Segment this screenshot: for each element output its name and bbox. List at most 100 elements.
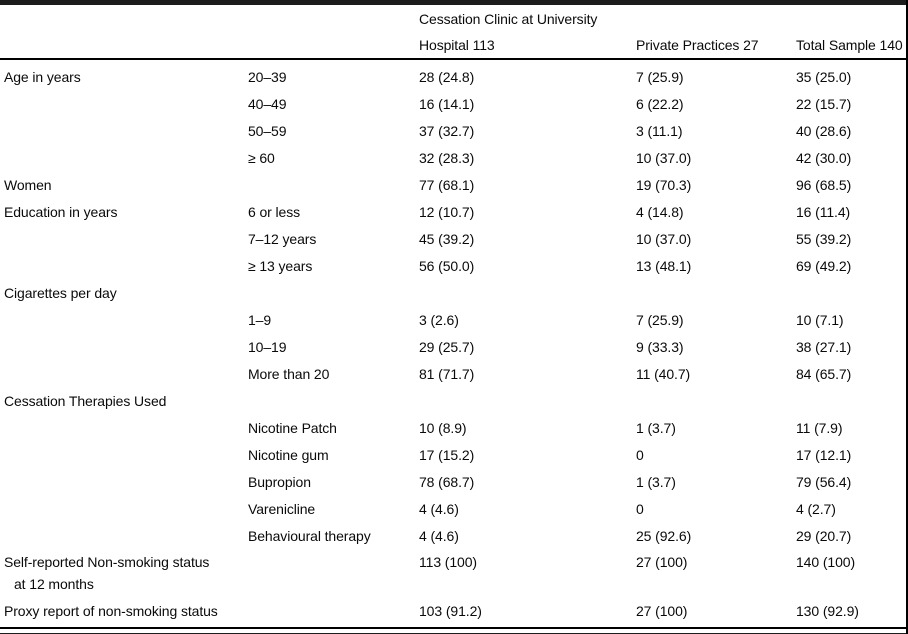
column-header-hospital-line1: Cessation Clinic at University bbox=[419, 11, 598, 27]
column-header-hospital-line2: Hospital 113 bbox=[419, 37, 495, 53]
cell-total-sample: 35 (25.0) bbox=[796, 68, 852, 85]
row-label-line2: at 12 months bbox=[14, 576, 94, 592]
cell-private-practices: 25 (92.6) bbox=[636, 527, 692, 544]
table-bottom-thin-rule bbox=[0, 627, 906, 629]
table-top-rule bbox=[0, 0, 906, 5]
row-category: ≥ 60 bbox=[248, 149, 275, 166]
cell-total-sample: 55 (39.2) bbox=[796, 230, 852, 247]
cell-hospital: 10 (8.9) bbox=[419, 419, 467, 436]
cell-private-practices: 3 (11.1) bbox=[636, 122, 683, 139]
table-row: 10–19 29 (25.7) 9 (33.3) 38 (27.1) bbox=[0, 333, 906, 360]
cell-private-practices: 0 bbox=[636, 500, 644, 517]
cell-hospital: 4 (4.6) bbox=[419, 527, 459, 544]
cell-private-practices: 1 (3.7) bbox=[636, 419, 676, 436]
cell-total-sample: 69 (49.2) bbox=[796, 257, 852, 274]
table-row: Women 77 (68.1) 19 (70.3) 96 (68.5) bbox=[0, 171, 906, 198]
cell-total-sample: 96 (68.5) bbox=[796, 176, 852, 193]
row-label: Age in years bbox=[4, 68, 81, 85]
cell-total-sample: 11 (7.9) bbox=[796, 419, 843, 436]
row-category: 40–49 bbox=[248, 95, 287, 112]
cell-private-practices: 9 (33.3) bbox=[636, 338, 684, 355]
cell-hospital: 17 (15.2) bbox=[419, 446, 475, 463]
table-row: Self-reported Non-smoking status at 12 mo… bbox=[0, 549, 906, 597]
table-row: Age in years 20–39 28 (24.8) 7 (25.9) 35 (25… bbox=[0, 63, 906, 90]
cell-hospital: 3 (2.6) bbox=[419, 311, 459, 328]
cell-private-practices: 27 (100) bbox=[636, 554, 688, 570]
cell-hospital: 78 (68.7) bbox=[419, 473, 475, 490]
cell-hospital: 32 (28.3) bbox=[419, 149, 475, 166]
cell-private-practices: 10 (37.0) bbox=[636, 149, 692, 166]
cell-private-practices: 19 (70.3) bbox=[636, 176, 692, 193]
row-label: Proxy report of non-smoking status bbox=[4, 602, 218, 619]
cell-total-sample: 130 (92.9) bbox=[796, 602, 859, 619]
cell-hospital: 56 (50.0) bbox=[419, 257, 475, 274]
cell-private-practices: 1 (3.7) bbox=[636, 473, 676, 490]
row-category: ≥ 13 years bbox=[248, 257, 313, 274]
cell-total-sample: 10 (7.1) bbox=[796, 311, 844, 328]
cell-private-practices: 0 bbox=[636, 446, 644, 463]
cell-total-sample: 29 (20.7) bbox=[796, 527, 852, 544]
row-category: Bupropion bbox=[248, 473, 311, 490]
row-category bbox=[248, 549, 419, 551]
cell-hospital: 28 (24.8) bbox=[419, 68, 475, 85]
table-row: Cessation Therapies Used bbox=[0, 387, 906, 414]
cell-hospital: 16 (14.1) bbox=[419, 95, 475, 112]
cell-total-sample: 16 (11.4) bbox=[796, 203, 851, 220]
row-category: Behavioural therapy bbox=[248, 527, 371, 544]
cell-private-practices: 10 (37.0) bbox=[636, 230, 692, 247]
cell-total-sample: 17 (12.1) bbox=[796, 446, 852, 463]
cell-hospital: 81 (71.7) bbox=[419, 365, 475, 382]
cell-total-sample: 42 (30.0) bbox=[796, 149, 852, 166]
cell-hospital: 12 (10.7) bbox=[419, 203, 475, 220]
table-row: Nicotine gum 17 (15.2) 0 17 (12.1) bbox=[0, 441, 906, 468]
row-label: Women bbox=[4, 176, 52, 193]
row-label: Education in years bbox=[4, 203, 118, 220]
row-category: 10–19 bbox=[248, 338, 287, 355]
row-label: Cigarettes per day bbox=[4, 284, 117, 301]
table-row: ≥ 60 32 (28.3) 10 (37.0) 42 (30.0) bbox=[0, 144, 906, 171]
row-category: 20–39 bbox=[248, 68, 287, 85]
table-row: More than 20 81 (71.7) 11 (40.7) 84 (65.7) bbox=[0, 360, 906, 387]
cell-private-practices: 27 (100) bbox=[636, 602, 688, 619]
column-header-total-sample: Total Sample 140 bbox=[796, 37, 903, 53]
table-row: Cigarettes per day bbox=[0, 279, 906, 306]
row-category: Nicotine gum bbox=[248, 446, 329, 463]
cell-private-practices: 7 (25.9) bbox=[636, 311, 684, 328]
column-header-private-practices: Private Practices 27 bbox=[636, 37, 759, 53]
table-row: Proxy report of non-smoking status 103 (9… bbox=[0, 597, 906, 624]
table-body: Age in years 20–39 28 (24.8) 7 (25.9) 35 (25… bbox=[0, 60, 906, 624]
table-row: 7–12 years 45 (39.2) 10 (37.0) 55 (39.2) bbox=[0, 225, 906, 252]
cell-hospital: 113 (100) bbox=[419, 554, 477, 570]
table-row: Nicotine Patch 10 (8.9) 1 (3.7) 11 (7.9) bbox=[0, 414, 906, 441]
cell-total-sample: 140 (100) bbox=[796, 554, 856, 570]
table-row: 50–59 37 (32.7) 3 (11.1) 40 (28.6) bbox=[0, 117, 906, 144]
cell-total-sample: 38 (27.1) bbox=[796, 338, 852, 355]
cell-private-practices: 4 (14.8) bbox=[636, 203, 684, 220]
table-row: 1–9 3 (2.6) 7 (25.9) 10 (7.1) bbox=[0, 306, 906, 333]
cell-private-practices: 11 (40.7) bbox=[636, 365, 691, 382]
table-row: 40–49 16 (14.1) 6 (22.2) 22 (15.7) bbox=[0, 90, 906, 117]
cell-total-sample: 22 (15.7) bbox=[796, 95, 852, 112]
cell-hospital: 77 (68.1) bbox=[419, 176, 475, 193]
table-row: Education in years 6 or less 12 (10.7) 4 (1… bbox=[0, 198, 906, 225]
table-header-row: Cessation Clinic at University Hospital … bbox=[0, 5, 906, 60]
cell-total-sample: 79 (56.4) bbox=[796, 473, 852, 490]
row-category: More than 20 bbox=[248, 365, 330, 382]
row-category: Nicotine Patch bbox=[248, 419, 337, 436]
table-row: Bupropion 78 (68.7) 1 (3.7) 79 (56.4) bbox=[0, 468, 906, 495]
cell-hospital: 103 (91.2) bbox=[419, 602, 482, 619]
cell-total-sample: 4 (2.7) bbox=[796, 500, 836, 517]
cell-hospital: 4 (4.6) bbox=[419, 500, 459, 517]
cell-hospital: 37 (32.7) bbox=[419, 122, 475, 139]
cell-hospital: 45 (39.2) bbox=[419, 230, 475, 247]
table-row: Behavioural therapy 4 (4.6) 25 (92.6) 29 (2… bbox=[0, 522, 906, 549]
cell-total-sample: 40 (28.6) bbox=[796, 122, 852, 139]
row-category: Varenicline bbox=[248, 500, 316, 517]
table-row: ≥ 13 years 56 (50.0) 13 (48.1) 69 (49.2) bbox=[0, 252, 906, 279]
cell-private-practices: 7 (25.9) bbox=[636, 68, 684, 85]
cell-private-practices: 6 (22.2) bbox=[636, 95, 684, 112]
row-category: 6 or less bbox=[248, 203, 301, 220]
row-label: Cessation Therapies Used bbox=[4, 392, 167, 409]
row-category: 1–9 bbox=[248, 311, 272, 328]
